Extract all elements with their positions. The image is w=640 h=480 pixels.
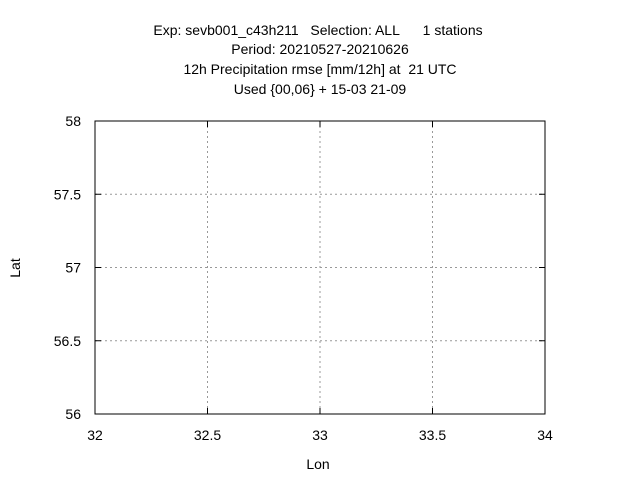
y-tick-label: 57 — [65, 260, 81, 276]
y-tick-label: 58 — [65, 113, 81, 129]
title-line-2: Period: 20210527-20210626 — [231, 41, 409, 57]
y-tick-label: 57.5 — [54, 186, 81, 202]
x-tick-label: 32.5 — [194, 427, 221, 443]
plot-area-frame — [94, 120, 546, 415]
grid-lines — [95, 121, 545, 414]
y-axis-label: Lat — [7, 258, 23, 278]
y-tick-label: 56.5 — [54, 333, 81, 349]
x-axis-label: Lon — [306, 456, 329, 472]
chart-title: Exp: sevb001_c43h211 Selection: ALL 1 st… — [153, 22, 482, 97]
x-tick-labels: 32 32.5 33 33.5 34 — [87, 427, 553, 443]
title-line-1: Exp: sevb001_c43h211 Selection: ALL 1 st… — [153, 22, 482, 38]
y-tick-labels: 56 56.5 57 57.5 58 — [54, 113, 81, 422]
x-tick-label: 33 — [312, 427, 328, 443]
x-tick-label: 32 — [87, 427, 103, 443]
x-tick-label: 33.5 — [419, 427, 446, 443]
y-tick-label: 56 — [65, 406, 81, 422]
title-line-3: 12h Precipitation rmse [mm/12h] at 21 UT… — [183, 61, 456, 77]
x-tick-label: 34 — [537, 427, 553, 443]
title-line-4: Used {00,06} + 15-03 21-09 — [234, 81, 407, 97]
